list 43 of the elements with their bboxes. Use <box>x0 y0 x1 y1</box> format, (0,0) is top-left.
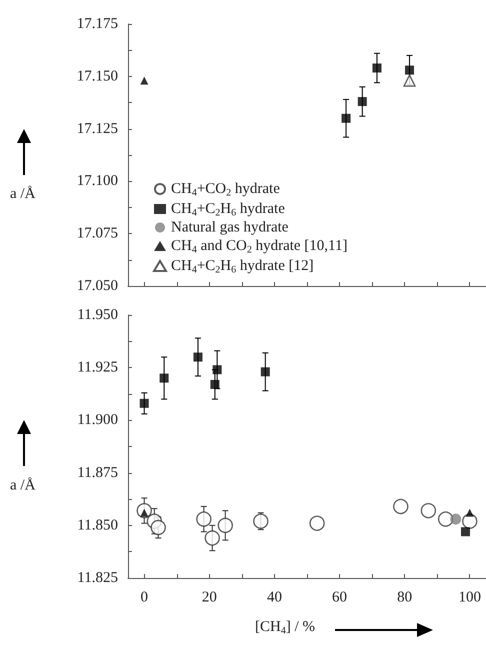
point <box>140 398 149 408</box>
x-tick-label: 80 <box>397 590 412 606</box>
x-tick-label: 0 <box>140 590 148 606</box>
y-tick-label: 17.100 <box>76 173 118 190</box>
point <box>438 511 454 527</box>
point <box>204 530 220 546</box>
point <box>466 508 474 517</box>
y-tick-label: 11.900 <box>77 412 118 428</box>
point <box>253 514 268 529</box>
x-tick-label: 60 <box>332 590 348 606</box>
point <box>358 97 367 106</box>
y-axis-title: a /Å <box>10 476 36 494</box>
y-tick-label: 17.150 <box>76 68 118 84</box>
point <box>196 511 212 527</box>
point <box>218 518 233 534</box>
point <box>260 367 270 376</box>
y-axis-title: a /Å <box>10 184 36 202</box>
point <box>460 527 470 536</box>
x-tick-label: 100 <box>458 590 481 606</box>
y-tick-label: 11.875 <box>77 464 118 481</box>
point <box>403 74 416 87</box>
point <box>450 514 462 525</box>
legend-label: Natural gas hydrate <box>171 220 289 236</box>
y-tick-label: 11.925 <box>77 360 118 376</box>
point <box>150 520 166 536</box>
x-tick-label: 20 <box>202 590 217 606</box>
y-tick-label: 11.850 <box>77 517 118 534</box>
y-tick-label: 17.125 <box>76 120 118 137</box>
point <box>405 66 414 75</box>
point <box>160 374 169 383</box>
y-tick-label: 11.825 <box>77 570 118 586</box>
point <box>309 516 325 531</box>
point <box>372 64 382 73</box>
point <box>393 498 408 514</box>
point <box>193 352 202 362</box>
y-tick-label: 17.175 <box>76 16 118 32</box>
y-tick-label: 11.950 <box>77 307 118 323</box>
x-tick-label: 40 <box>266 590 282 606</box>
point <box>420 503 436 518</box>
y-tick-label: 17.075 <box>76 226 118 242</box>
point <box>140 76 148 85</box>
y-tick-label: 17.050 <box>76 278 118 294</box>
point <box>342 114 351 123</box>
